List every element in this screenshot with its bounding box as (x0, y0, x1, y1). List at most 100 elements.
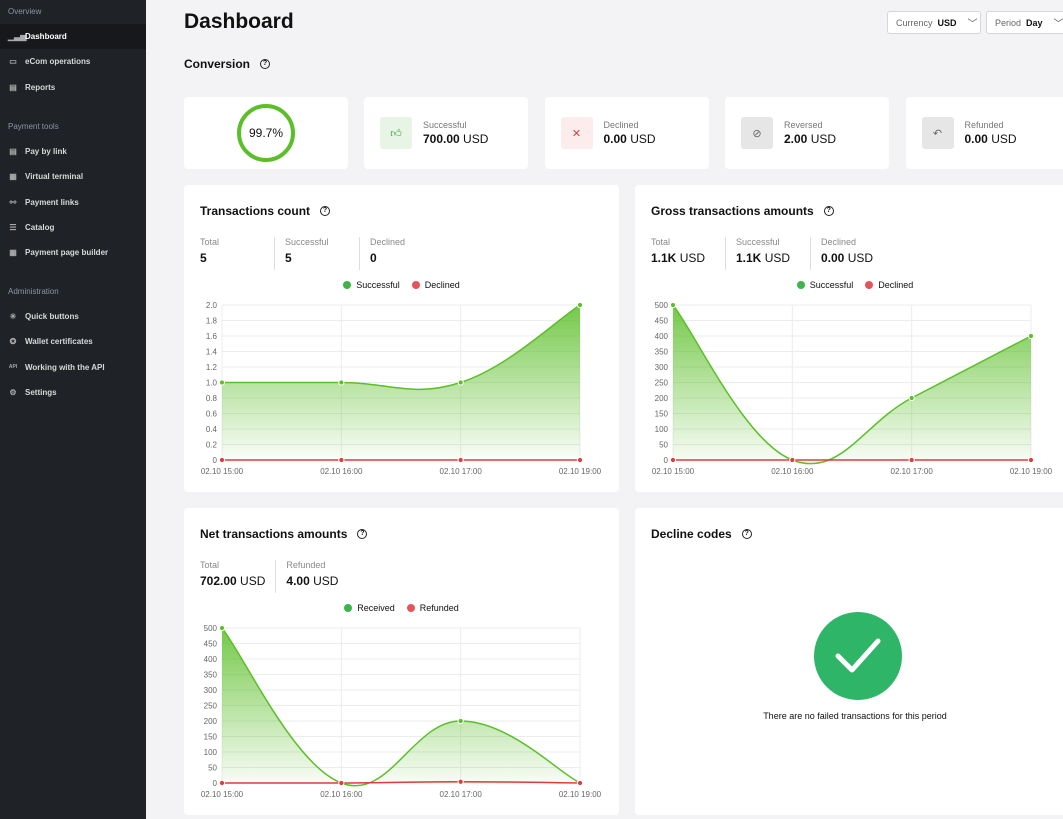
y-tick-label: 100 (204, 748, 218, 757)
series-line-successful (222, 304, 581, 391)
y-tick-label: 200 (204, 717, 218, 726)
x-tick-label: 02.10 16:00 (320, 467, 363, 476)
y-tick-label: 1.6 (206, 332, 218, 341)
sidebar-item-label: Quick buttons (25, 312, 79, 321)
sidebar-item-payment-links[interactable]: ⚯ Payment links (0, 190, 146, 215)
conversion-rate: 99.7% (248, 126, 284, 140)
kpi-successful: Successful 5 (285, 237, 360, 270)
link-icon: ⚯ (9, 197, 17, 207)
help-icon[interactable]: ? (741, 529, 752, 539)
legend-item[interactable]: Successful (343, 280, 400, 290)
data-point[interactable] (576, 301, 584, 309)
data-point[interactable] (338, 379, 345, 386)
chart-legend: Received Refunded (184, 603, 619, 613)
legend-label: Refunded (419, 603, 459, 613)
sidebar-item-dashboard[interactable]: ▁▃▅ Dashboard (0, 24, 146, 49)
data-point[interactable] (1027, 332, 1035, 340)
legend-item[interactable]: Declined (865, 280, 913, 290)
data-point[interactable] (457, 456, 464, 464)
sidebar-item-wallet-certificates[interactable]: ✪ Wallet certificates (0, 329, 146, 354)
y-tick-label: 250 (204, 702, 218, 711)
legend-dot (343, 281, 352, 289)
help-icon[interactable]: ? (320, 206, 331, 216)
kpi-unit: USD (847, 251, 874, 265)
thumbs-up-icon: 👍︎ (380, 117, 412, 149)
data-point[interactable] (576, 456, 584, 464)
data-point[interactable] (908, 394, 915, 402)
y-tick-label: 0.6 (206, 410, 218, 419)
currency-dropdown[interactable]: Currency USD ﹀ (887, 11, 981, 34)
data-point[interactable] (218, 456, 226, 464)
y-tick-label: 50 (659, 441, 668, 450)
y-tick-label: 500 (655, 301, 669, 310)
legend-label: Received (357, 603, 395, 613)
data-point[interactable] (669, 301, 677, 309)
sidebar-item-reports[interactable]: ▤ Reports (0, 75, 146, 100)
y-tick-label: 350 (204, 671, 218, 680)
data-point[interactable] (218, 624, 226, 632)
stat-currency: USD (810, 132, 837, 146)
legend-item[interactable]: Received (344, 603, 395, 613)
kpi-value: 0.00 (821, 251, 845, 265)
sidebar-item-virtual-terminal[interactable]: ▦ Virtual terminal (0, 164, 146, 189)
y-tick-label: 450 (204, 640, 218, 649)
legend-item[interactable]: Refunded (406, 603, 459, 613)
chart-card-net-transactions-amounts: Net transactions amounts? Total 702.00 USD… (184, 508, 619, 815)
data-point[interactable] (457, 717, 464, 725)
data-point[interactable] (218, 379, 226, 386)
sidebar-item-payment-page-builder[interactable]: ▦ Payment page builder (0, 240, 146, 265)
sidebar-item-ecom-operations[interactable]: ▭ eCom operations (0, 49, 146, 74)
legend-item[interactable]: Declined (411, 280, 460, 290)
kpi-unit: USD (240, 574, 266, 588)
page-title: Dashboard (184, 10, 294, 33)
x-tick-label: 02.10 17:00 (891, 467, 934, 476)
stat-currency: USD (463, 132, 489, 146)
sidebar-item-label: Pay by link (25, 147, 67, 156)
kpi-value: 4.00 (286, 574, 310, 588)
kpi-label: Declined (370, 237, 406, 247)
sidebar-item-catalog[interactable]: ☰ Catalog (0, 215, 146, 240)
data-point[interactable] (457, 778, 464, 785)
series-line-successful (672, 304, 1032, 465)
period-value: Day (1026, 17, 1043, 28)
sidebar-item-settings[interactable]: ⚙ Settings (0, 380, 146, 405)
y-tick-label: 2.0 (206, 301, 218, 310)
data-point[interactable] (908, 456, 915, 464)
kpi-label: Total (200, 237, 220, 247)
kpi-unit: USD (764, 251, 791, 265)
kpi-value: 5 (285, 251, 292, 265)
data-point[interactable] (338, 779, 345, 787)
y-tick-label: 400 (204, 655, 218, 664)
help-icon[interactable]: ? (823, 206, 834, 216)
kpi-value: 702.00 (200, 574, 237, 588)
help-icon[interactable]: ? (357, 529, 368, 539)
undo-icon: ↶ (921, 117, 954, 149)
data-point[interactable] (338, 456, 345, 464)
period-dropdown[interactable]: Period Day ﹀ (986, 11, 1063, 34)
sidebar-item-pay-by-link[interactable]: ▤ Pay by link (0, 139, 146, 164)
certificate-icon: ✪ (9, 337, 17, 347)
data-point[interactable] (669, 456, 677, 464)
currency-value: USD (937, 17, 957, 28)
y-tick-label: 250 (655, 379, 669, 388)
stat-amount: 700.00 (423, 132, 460, 146)
data-point[interactable] (457, 379, 464, 386)
data-point[interactable] (576, 779, 584, 787)
sidebar-item-working-with-the-api[interactable]: API Working with the API (0, 355, 146, 380)
conversion-rate-ring: 99.7% (237, 104, 295, 162)
data-point[interactable] (789, 456, 796, 464)
kpi-successful: Successful 1.1K USD (736, 237, 811, 270)
sidebar-item-quick-buttons[interactable]: ✳ Quick buttons (0, 304, 146, 329)
stat-card-declined: ✕ Declined 0.00 USD (544, 97, 709, 169)
chart-plot: 0 50 100 150 200 250 300 350 400 450 500 02.10 15:0… (652, 301, 1053, 476)
y-tick-label: 1.8 (206, 317, 218, 326)
chart-card-transactions-count: Transactions count? Total 5 Successful 5 Decl… (184, 185, 619, 492)
help-icon[interactable]: ? (260, 59, 271, 69)
chart-plot: 0 50 100 150 200 250 300 350 400 450 500 02.10 15:0… (201, 624, 602, 799)
x-tick-label: 02.10 15:00 (201, 790, 244, 799)
data-point[interactable] (1027, 456, 1035, 464)
legend-item[interactable]: Successful (796, 280, 853, 290)
x-icon: ✕ (560, 117, 593, 149)
data-point[interactable] (218, 779, 226, 787)
stat-card-refunded: ↶ Refunded 0.00 USD (905, 97, 1063, 169)
